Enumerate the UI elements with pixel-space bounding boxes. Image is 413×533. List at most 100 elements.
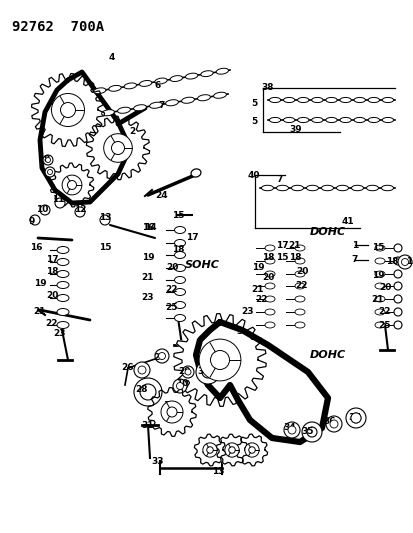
Circle shape — [248, 447, 255, 453]
Text: 19: 19 — [33, 279, 46, 288]
Text: 10: 10 — [176, 379, 188, 389]
Text: 16: 16 — [30, 244, 42, 253]
Text: 32: 32 — [164, 400, 176, 409]
Text: 31: 31 — [141, 421, 154, 430]
Circle shape — [154, 349, 169, 363]
Text: 35: 35 — [301, 427, 313, 437]
Ellipse shape — [264, 245, 274, 251]
Circle shape — [45, 167, 55, 177]
Circle shape — [195, 360, 219, 384]
Ellipse shape — [374, 309, 384, 315]
Text: 23: 23 — [141, 294, 154, 303]
Ellipse shape — [374, 283, 384, 289]
Circle shape — [47, 169, 52, 174]
Text: 4: 4 — [109, 53, 115, 62]
Text: 43: 43 — [225, 448, 238, 456]
Text: 30: 30 — [197, 367, 210, 376]
Text: 26: 26 — [121, 364, 134, 373]
Ellipse shape — [181, 97, 194, 103]
Circle shape — [166, 407, 177, 417]
Text: 22: 22 — [295, 280, 308, 289]
Ellipse shape — [374, 258, 384, 264]
Text: 15: 15 — [371, 244, 383, 253]
Text: 7: 7 — [159, 101, 165, 110]
Text: 42: 42 — [201, 448, 214, 456]
Ellipse shape — [283, 117, 294, 123]
Text: 44: 44 — [245, 448, 258, 456]
Ellipse shape — [294, 245, 304, 251]
Text: 18: 18 — [171, 246, 184, 254]
Text: 40: 40 — [247, 171, 260, 180]
Circle shape — [45, 157, 50, 163]
Ellipse shape — [197, 95, 210, 101]
Circle shape — [206, 447, 213, 453]
Text: 2: 2 — [49, 103, 55, 112]
Ellipse shape — [339, 98, 351, 102]
Text: 23: 23 — [54, 329, 66, 338]
Text: 34: 34 — [283, 424, 296, 432]
Text: 92762  700A: 92762 700A — [12, 20, 104, 34]
Text: 21: 21 — [141, 273, 154, 282]
Ellipse shape — [294, 258, 304, 264]
Ellipse shape — [269, 98, 280, 102]
Ellipse shape — [294, 296, 304, 302]
Ellipse shape — [200, 71, 213, 77]
Circle shape — [55, 198, 65, 208]
Ellipse shape — [174, 239, 185, 246]
Text: 20: 20 — [378, 284, 390, 293]
Circle shape — [210, 351, 229, 369]
Text: 3: 3 — [65, 95, 71, 104]
Circle shape — [158, 352, 165, 359]
Ellipse shape — [283, 98, 294, 102]
Circle shape — [202, 443, 217, 457]
Text: 18: 18 — [385, 257, 397, 266]
Text: DOHC: DOHC — [309, 350, 345, 360]
Ellipse shape — [367, 98, 379, 102]
Text: 11: 11 — [52, 196, 64, 205]
Text: 19: 19 — [251, 263, 263, 272]
Ellipse shape — [154, 78, 167, 84]
Ellipse shape — [216, 68, 228, 74]
Text: 13: 13 — [99, 214, 111, 222]
Circle shape — [393, 244, 401, 252]
Text: 5: 5 — [77, 103, 83, 112]
Circle shape — [134, 378, 161, 406]
Ellipse shape — [57, 309, 69, 316]
Text: 15: 15 — [99, 244, 111, 253]
Text: 21: 21 — [34, 308, 46, 317]
Text: 5: 5 — [250, 100, 256, 109]
Text: 6: 6 — [154, 80, 161, 90]
Circle shape — [287, 426, 295, 434]
Circle shape — [67, 181, 76, 190]
Text: 39: 39 — [289, 125, 301, 134]
Circle shape — [393, 282, 401, 290]
Ellipse shape — [325, 117, 336, 123]
Text: 38: 38 — [261, 84, 273, 93]
Polygon shape — [31, 74, 104, 147]
Text: 17: 17 — [275, 241, 287, 251]
Circle shape — [40, 205, 50, 215]
Circle shape — [161, 401, 183, 423]
Ellipse shape — [374, 296, 384, 302]
Ellipse shape — [291, 185, 303, 191]
Ellipse shape — [57, 321, 69, 328]
Text: 20: 20 — [295, 268, 307, 277]
Ellipse shape — [264, 322, 274, 328]
Text: 17: 17 — [45, 255, 58, 264]
Ellipse shape — [57, 271, 69, 278]
Circle shape — [329, 420, 337, 428]
Ellipse shape — [336, 185, 348, 191]
Ellipse shape — [294, 309, 304, 315]
Ellipse shape — [294, 322, 304, 328]
Polygon shape — [194, 434, 225, 466]
Circle shape — [138, 366, 146, 374]
Circle shape — [60, 102, 75, 117]
Circle shape — [140, 384, 156, 400]
Text: 20: 20 — [166, 263, 178, 272]
Ellipse shape — [325, 98, 336, 102]
Ellipse shape — [366, 185, 377, 191]
Ellipse shape — [57, 281, 69, 288]
Text: 5: 5 — [250, 117, 256, 126]
Ellipse shape — [264, 296, 274, 302]
Text: 2: 2 — [214, 340, 221, 349]
